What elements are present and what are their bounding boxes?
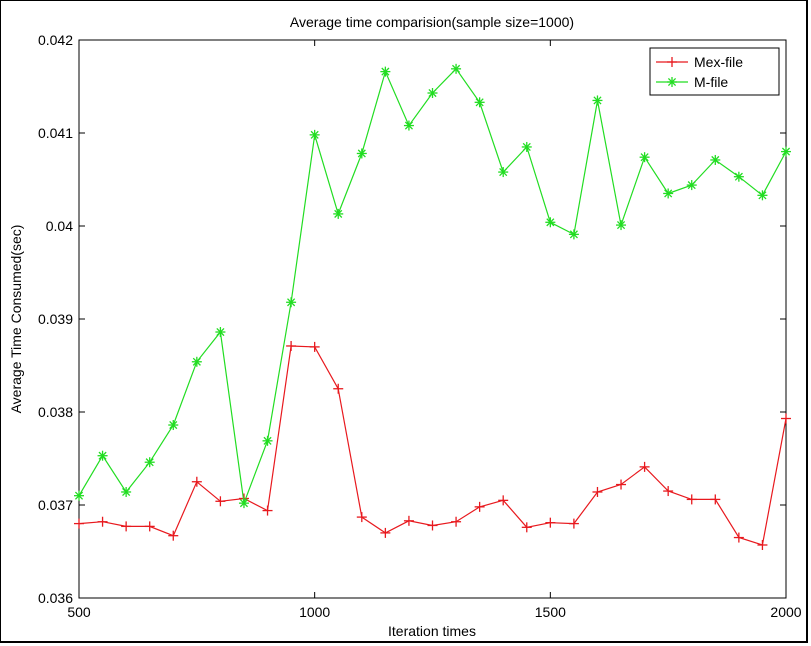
data-point-mex-file [545,517,556,528]
y-axis-label: Average Time Consumed(sec) [8,225,24,414]
data-point-m-file [238,498,249,509]
y-tick-label: 0.038 [38,404,73,420]
data-point-m-file [521,141,532,152]
data-point-m-file [191,356,202,367]
data-point-m-file [592,95,603,106]
data-point-mex-file [168,530,179,541]
data-point-m-file [262,435,273,446]
x-tick-label: 1500 [535,604,566,620]
series-mex-file [74,340,791,550]
data-point-m-file [451,63,462,74]
data-point-mex-file [333,383,344,394]
data-point-mex-file [380,527,391,538]
data-point-mex-file [710,494,721,505]
y-tick-label: 0.041 [38,125,73,141]
chart-title: Average time comparision(sample size=100… [290,14,574,30]
legend-box [649,47,780,96]
data-point-mex-file [403,515,414,526]
legend-item-m-file: M-file [656,74,728,90]
data-point-mex-file [144,521,155,532]
y-tick-label: 0.037 [38,497,73,513]
legend-label: Mex-file [694,54,743,70]
data-point-m-file [474,97,485,108]
data-point-mex-file [498,495,509,506]
data-point-m-file [356,148,367,159]
x-axis-label: Iteration times [388,623,476,639]
data-point-mex-file [568,518,579,529]
data-point-mex-file [474,501,485,512]
data-point-m-file [427,88,438,99]
data-point-m-file [309,129,320,140]
data-point-mex-file [521,522,532,533]
data-point-m-file [333,208,344,219]
legend-swatch-marker [667,57,677,67]
data-point-m-file [168,420,179,431]
data-point-m-file [568,229,579,240]
data-point-mex-file [663,486,674,497]
legend-label: M-file [694,74,728,90]
data-point-mex-file [74,518,84,529]
x-tick-label: 500 [67,604,91,620]
data-point-m-file [286,297,297,308]
data-point-m-file [498,167,509,178]
x-tick-label: 1000 [299,604,330,620]
data-point-mex-file [286,340,297,351]
data-point-mex-file [616,479,627,490]
data-point-m-file [663,188,674,199]
data-point-m-file [545,217,556,228]
data-point-m-file [733,171,744,182]
data-point-mex-file [97,516,108,527]
y-tick-label: 0.039 [38,311,73,327]
data-point-m-file [380,66,391,77]
data-point-m-file [686,180,697,191]
data-point-mex-file [757,539,768,550]
data-point-mex-file [427,520,438,531]
data-point-mex-file [451,516,462,527]
data-point-mex-file [639,461,650,472]
legend: Mex-file M-file [649,47,780,96]
data-point-m-file [144,457,155,468]
data-point-mex-file [215,496,226,507]
series-m-file [74,63,791,509]
legend-item-mex-file: Mex-file [656,54,743,70]
data-point-mex-file [592,486,603,497]
data-point-mex-file [356,512,367,523]
data-point-m-file [616,220,627,231]
plot-area [78,39,787,599]
data-point-m-file [403,120,414,131]
data-point-m-file [781,146,791,157]
y-tick-label: 0.042 [38,32,73,48]
data-point-m-file [121,486,132,497]
data-point-mex-file [686,494,697,505]
legend-swatch-marker [667,77,677,87]
data-point-m-file [757,190,768,201]
data-point-m-file [215,327,226,338]
y-tick-label: 0.036 [38,590,73,606]
data-point-mex-file [309,341,320,352]
data-point-mex-file [191,476,202,487]
x-tick-label: 2000 [770,604,801,620]
data-point-mex-file [262,505,273,516]
data-point-mex-file [121,521,132,532]
data-point-m-file [74,490,84,501]
data-point-m-file [639,152,650,163]
data-point-m-file [97,450,108,461]
data-point-mex-file [781,413,791,424]
y-tick-label: 0.04 [46,218,73,234]
data-point-m-file [710,154,721,165]
data-point-mex-file [733,532,744,543]
